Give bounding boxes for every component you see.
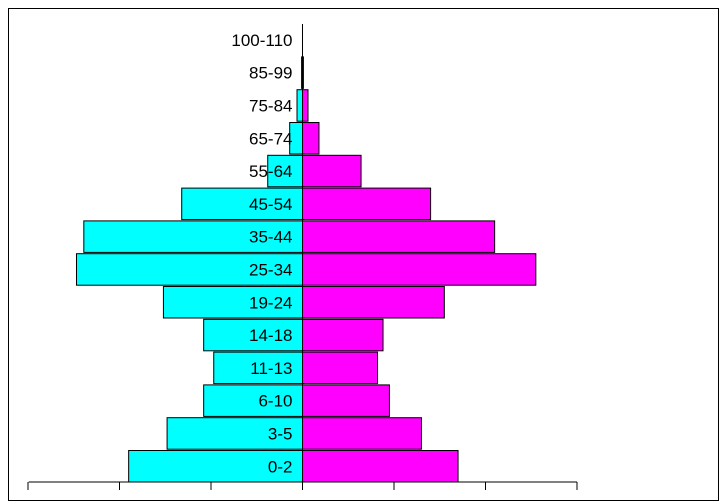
- category-label: 55-64: [249, 162, 292, 181]
- population-pyramid-chart: 0-2 3-5 6-10 11-13 14-18 19-24 25-34 35-44 45-54…: [27, 24, 578, 490]
- right-bar: [302, 154, 362, 188]
- chart-frame: 0-2 3-5 6-10 11-13 14-18 19-24 25-34 35-44 45-54…: [8, 8, 719, 501]
- category-label: 3-5: [268, 424, 293, 443]
- category-label: 85-99: [249, 64, 292, 83]
- right-bar: [302, 220, 496, 253]
- left-bar: [296, 89, 304, 122]
- right-bar: [302, 417, 422, 450]
- left-bar: [162, 286, 303, 319]
- category-label: 25-34: [249, 260, 292, 279]
- category-label: 35-44: [249, 228, 292, 247]
- right-bar: [302, 384, 390, 417]
- category-label: 100-110: [231, 31, 292, 50]
- right-bar: [302, 450, 459, 483]
- category-label: 0-2: [268, 457, 293, 476]
- category-label: 6-10: [258, 392, 292, 411]
- left-bar: [181, 187, 303, 221]
- right-bar: [302, 286, 445, 319]
- category-label: 75-84: [249, 96, 292, 115]
- right-bar: [302, 122, 320, 155]
- category-label: 14-18: [249, 326, 292, 345]
- left-bar: [166, 417, 303, 450]
- right-bar: [302, 253, 537, 286]
- category-label: 45-54: [249, 195, 292, 214]
- left-bar: [203, 318, 303, 352]
- left-bar: [83, 220, 303, 253]
- left-bar: [203, 384, 303, 417]
- left-bar: [128, 450, 304, 483]
- left-bar: [267, 154, 304, 188]
- right-bar: [302, 318, 384, 352]
- right-bar: [302, 187, 432, 221]
- right-bar: [302, 351, 379, 385]
- category-label: 11-13: [250, 359, 292, 378]
- right-bar: [302, 89, 309, 122]
- category-label: 65-74: [249, 129, 292, 148]
- category-label: 19-24: [249, 293, 292, 312]
- left-bar: [75, 253, 304, 286]
